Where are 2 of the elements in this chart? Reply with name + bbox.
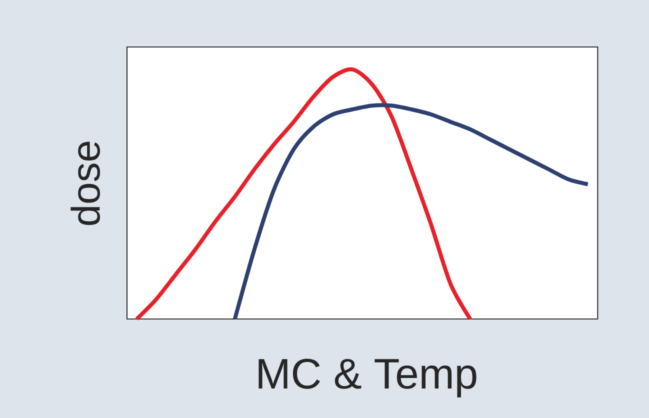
y-axis-title: dose: [70, 142, 100, 226]
x-axis-title: MC & Temp: [258, 358, 476, 398]
